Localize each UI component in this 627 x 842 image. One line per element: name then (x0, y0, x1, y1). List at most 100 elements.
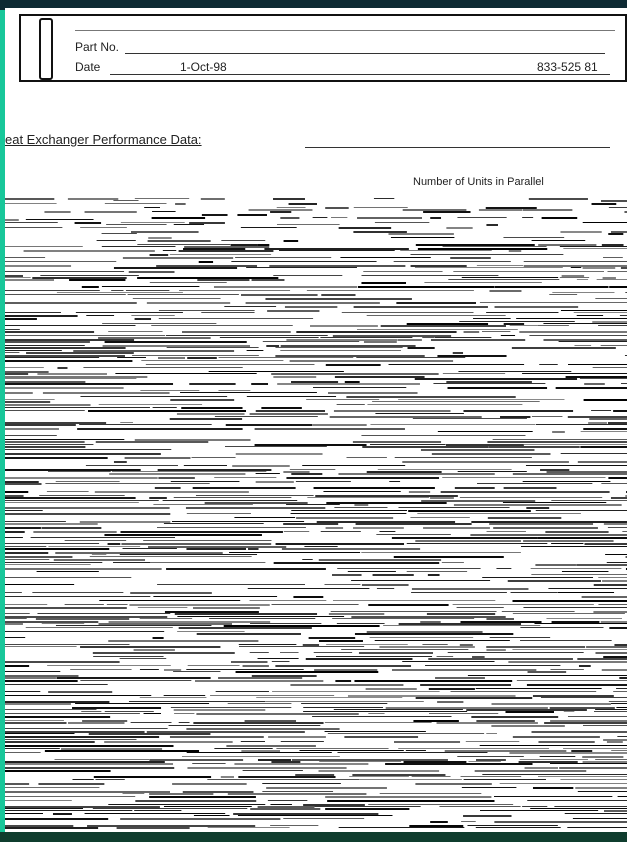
scan-stripe (601, 483, 627, 484)
scan-stripe (341, 312, 474, 313)
scan-stripe (271, 604, 359, 605)
scan-stripe (273, 376, 317, 378)
scan-stripe (341, 649, 469, 650)
scan-stripe (467, 825, 558, 826)
scan-stripe (527, 671, 567, 673)
scan-stripe (391, 669, 537, 671)
scan-stripe (289, 469, 336, 470)
scan-stripe (221, 240, 266, 241)
scan-stripe (324, 731, 426, 732)
scan-stripe (275, 543, 405, 545)
scan-stripe (439, 806, 521, 807)
scan-stripe (220, 776, 234, 778)
scan-stripe (5, 387, 124, 389)
scan-stripe (5, 198, 55, 200)
scan-stripe (561, 571, 609, 572)
scan-stripe (306, 290, 474, 291)
scan-stripe (275, 665, 412, 667)
scan-stripe (166, 347, 259, 348)
scan-stripe (64, 540, 127, 541)
scan-stripe (5, 335, 166, 336)
scan-stripe (5, 556, 73, 558)
scan-stripe (389, 481, 401, 482)
scan-stripe (430, 497, 454, 499)
scan-stripe (442, 246, 547, 247)
header-rule (75, 30, 615, 31)
scan-stripe (5, 739, 137, 740)
scan-stripe (5, 371, 49, 373)
scan-stripe (184, 246, 270, 248)
scan-stripe (148, 237, 172, 239)
scan-stripe (357, 217, 423, 219)
scan-stripe (531, 574, 627, 575)
scan-stripe (169, 418, 243, 420)
scan-stripe (5, 808, 84, 809)
scan-stripe (5, 592, 22, 593)
scan-stripe (430, 217, 442, 219)
scan-stripe (388, 233, 454, 235)
scan-stripe (141, 360, 284, 361)
scan-stripe (5, 261, 117, 262)
scan-stripe (39, 495, 125, 496)
scan-stripe (315, 495, 458, 497)
scan-stripe (82, 720, 128, 722)
scan-stripe (137, 244, 231, 245)
scan-stripe (145, 364, 315, 365)
scan-stripe (607, 527, 627, 528)
scan-stripe (186, 728, 340, 730)
scan-stripe (284, 306, 338, 308)
scan-stripe (330, 611, 497, 612)
scan-stripe (523, 265, 627, 267)
scan-stripe (291, 510, 408, 511)
scan-stripe (379, 793, 482, 794)
scan-stripe (5, 813, 43, 814)
scan-stripe (57, 367, 68, 369)
scan-stripe (521, 546, 627, 547)
scan-stripe (512, 613, 625, 614)
scan-stripe (174, 713, 195, 714)
scan-stripe (414, 378, 578, 380)
scan-stripe (273, 562, 440, 564)
scan-stripe (323, 491, 401, 492)
scan-stripe (337, 752, 488, 753)
scan-stripe (5, 457, 108, 459)
scan-stripe (73, 350, 235, 352)
scan-stripe (353, 231, 407, 233)
scan-stripe (372, 574, 414, 576)
scan-stripe (44, 211, 71, 213)
scan-stripe (186, 513, 251, 514)
scan-stripe (475, 827, 561, 828)
scan-stripe (5, 728, 168, 729)
scan-stripe (151, 217, 206, 219)
scan-stripe (5, 446, 86, 448)
scan-stripe (247, 588, 370, 589)
scan-stripe (92, 652, 235, 654)
scan-stripe (402, 209, 467, 211)
scan-stripe (456, 607, 504, 608)
scan-stripe (5, 315, 78, 317)
scan-stripe (262, 783, 341, 784)
scan-stripe (332, 335, 452, 337)
scan-stripe (333, 410, 451, 412)
scan-stripe (460, 621, 542, 623)
scan-stripe (5, 227, 63, 228)
header-rule (110, 74, 610, 75)
scan-stripe (499, 783, 627, 784)
scan-stripe (338, 227, 392, 229)
scan-stripe (528, 198, 588, 200)
scan-stripe (5, 318, 37, 320)
scan-stripe (104, 534, 262, 536)
scan-stripe (5, 513, 171, 515)
scan-stripe (306, 399, 380, 400)
scan-stripe (5, 444, 94, 445)
scan-stripe (608, 701, 627, 702)
scan-stripe (227, 793, 367, 795)
scan-stripe (5, 716, 111, 718)
scan-stripe (5, 271, 125, 272)
scan-stripe (168, 725, 321, 726)
scan-stripe (5, 439, 125, 440)
scan-stripe (522, 481, 611, 482)
scan-stripe (5, 748, 60, 749)
scan-stripe (406, 323, 489, 325)
scan-stripe (5, 559, 50, 560)
